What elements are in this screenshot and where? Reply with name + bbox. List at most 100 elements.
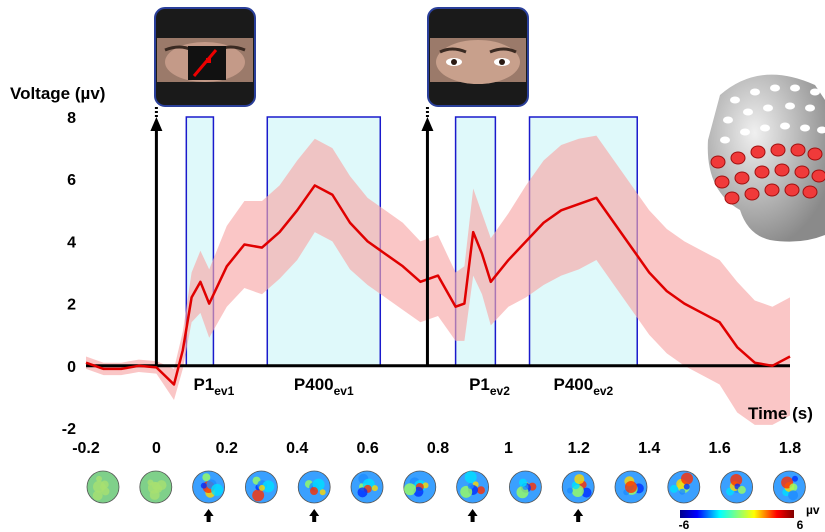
electrode xyxy=(751,146,765,158)
y-tick-label: 6 xyxy=(67,172,76,189)
topomap-blob xyxy=(679,489,685,495)
topomap-blob xyxy=(738,486,746,494)
window-label-sub: ev2 xyxy=(490,384,510,398)
x-tick-label: 0.4 xyxy=(286,440,308,457)
window-label: P1ev2 xyxy=(469,375,510,398)
topomap-blob xyxy=(477,486,485,494)
electrode xyxy=(760,125,770,132)
colorbar-tick: 6 xyxy=(797,518,804,532)
electrode xyxy=(715,176,729,188)
stimulus-image xyxy=(155,8,255,106)
x-tick-label: 1 xyxy=(504,440,513,457)
topomap-blob xyxy=(519,479,527,487)
topomap-arrow xyxy=(573,509,583,522)
y-axis-label: Voltage (µv) xyxy=(10,84,105,103)
electrode xyxy=(711,156,725,168)
topomap-blob xyxy=(96,476,102,482)
electrode xyxy=(740,129,750,136)
colorbar-tick: -6 xyxy=(679,518,690,532)
electrode xyxy=(785,103,795,110)
electrode xyxy=(730,97,740,104)
stimulus-image xyxy=(428,8,528,106)
window-label-main: P400 xyxy=(554,375,594,394)
plot-area: P1ev1P400ev1P1ev2P400ev2-202468-0.200.20… xyxy=(62,106,801,457)
electrode xyxy=(780,123,790,130)
topomap-blob xyxy=(157,480,167,490)
topomap-arrow xyxy=(468,509,478,522)
topomap-blob xyxy=(625,481,637,493)
electrode xyxy=(755,166,769,178)
chart: P1ev1P400ev1P1ev2P400ev2-202468-0.200.20… xyxy=(0,0,825,532)
topomap-blob xyxy=(792,476,798,482)
colorbar xyxy=(680,510,794,518)
electrode xyxy=(785,184,799,196)
x-tick-label: 0.2 xyxy=(216,440,238,457)
electrode xyxy=(735,172,749,184)
x-tick-label: 1.4 xyxy=(638,440,660,457)
electrode xyxy=(808,148,822,160)
x-tick-label: 1.8 xyxy=(779,440,801,457)
electrode xyxy=(763,105,773,112)
electrode xyxy=(810,89,820,96)
window-label-sub: ev1 xyxy=(334,384,354,398)
topomap-blob xyxy=(101,481,109,489)
electrode xyxy=(791,144,805,156)
electrode xyxy=(725,192,739,204)
window-label: P1ev1 xyxy=(193,375,234,398)
electrode xyxy=(800,125,810,132)
electrode xyxy=(771,144,785,156)
topomap-blob xyxy=(789,483,797,491)
window-label-main: P1 xyxy=(193,375,214,394)
electrode xyxy=(795,166,809,178)
electrode xyxy=(723,117,733,124)
electrode xyxy=(750,89,760,96)
window-label-sub: ev1 xyxy=(214,384,234,398)
window-label-main: P1 xyxy=(469,375,490,394)
x-tick-label: 1.6 xyxy=(708,440,730,457)
topomap-blob xyxy=(320,489,326,495)
electrode xyxy=(790,85,800,92)
topomap-arrow xyxy=(204,509,214,522)
topomap-blob xyxy=(684,484,690,490)
topomap-blob xyxy=(310,487,318,495)
electrode xyxy=(731,152,745,164)
topomap-blob xyxy=(252,489,264,501)
topomap-blob xyxy=(404,483,416,495)
y-tick-label: 0 xyxy=(67,359,76,376)
electrode xyxy=(775,164,789,176)
electrode xyxy=(720,137,730,144)
electrode xyxy=(812,170,825,182)
x-tick-label: -0.2 xyxy=(72,440,100,457)
topomap-blob xyxy=(358,487,368,497)
x-tick-label: 0 xyxy=(152,440,161,457)
window-label-main: P400 xyxy=(294,375,334,394)
electrode xyxy=(743,109,753,116)
event-arrowhead xyxy=(421,117,433,131)
topomap-blob xyxy=(201,483,207,489)
topomap-arrow xyxy=(309,509,319,522)
y-tick-label: 2 xyxy=(67,297,76,314)
electrode-head xyxy=(708,75,825,242)
electrode xyxy=(765,184,779,196)
topomap-blob xyxy=(468,483,474,489)
electrode xyxy=(770,85,780,92)
topomap-blob xyxy=(788,490,798,500)
electrode xyxy=(803,186,817,198)
topomap-blob xyxy=(372,485,378,491)
topomap-blob xyxy=(465,471,477,483)
electrode xyxy=(805,105,815,112)
y-tick-label: 4 xyxy=(67,234,76,251)
topomap-blob xyxy=(681,473,693,485)
electrode xyxy=(745,188,759,200)
event-arrowhead xyxy=(150,117,162,131)
x-tick-label: 0.6 xyxy=(356,440,378,457)
topomap-blob xyxy=(567,488,573,494)
y-tick-label: 8 xyxy=(67,110,76,127)
topomap-blob xyxy=(574,474,584,484)
x-tick-label: 1.2 xyxy=(568,440,590,457)
window-label: P400ev2 xyxy=(554,375,614,398)
topomap-blob xyxy=(211,484,223,496)
colorbar-unit: µv xyxy=(806,503,820,517)
x-axis-label: Time (s) xyxy=(748,404,813,423)
window-label-sub: ev2 xyxy=(593,384,613,398)
